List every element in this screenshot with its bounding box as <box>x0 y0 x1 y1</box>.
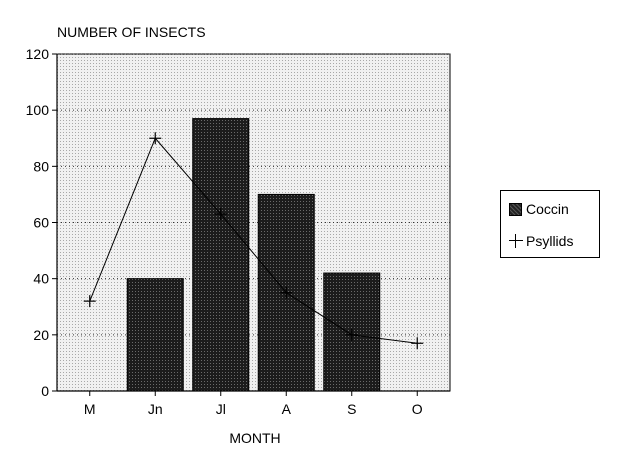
x-tick-label-Jl: Jl <box>216 401 226 417</box>
y-tick-label-100: 100 <box>26 102 50 118</box>
legend-item-psyllids: Psyllids <box>509 231 573 251</box>
bar-coccin-Jn <box>126 278 184 392</box>
x-tick-label-M: M <box>84 401 96 417</box>
axes: 0 20 40 60 80 100 120 M Jn Jl A S O <box>26 46 450 417</box>
y-tick-label-80: 80 <box>33 158 49 174</box>
psyllids-point-Jl <box>214 208 227 221</box>
line-psyllids <box>83 132 424 350</box>
y-tick-label-40: 40 <box>33 271 49 287</box>
legend: Coccin Psyllids <box>500 190 600 258</box>
y-tick-label-0: 0 <box>41 383 49 399</box>
legend-label-coccin: Coccin <box>526 201 569 217</box>
x-tick-label-O: O <box>412 401 423 417</box>
x-tick-label-S: S <box>347 401 356 417</box>
x-tick-label-A: A <box>282 401 292 417</box>
psyllids-point-M <box>83 295 96 308</box>
plus-marker-icon <box>509 234 523 248</box>
psyllids-point-A <box>280 286 293 299</box>
chart-title: NUMBER OF INSECTS <box>57 24 206 40</box>
coccin-swatch-icon <box>509 202 522 216</box>
y-tick-label-60: 60 <box>33 215 49 231</box>
y-tick-label-120: 120 <box>26 46 50 62</box>
psyllids-line <box>89 137 418 344</box>
psyllids-point-S <box>345 328 358 341</box>
psyllids-point-Jn <box>149 132 162 145</box>
psyllids-point-O <box>411 337 424 350</box>
legend-item-coccin: Coccin <box>509 199 569 219</box>
gridlines <box>57 53 450 336</box>
y-tick-label-20: 20 <box>33 327 49 343</box>
bar-coccin-Jl <box>192 118 250 392</box>
x-axis-label: MONTH <box>229 430 280 446</box>
legend-label-psyllids: Psyllids <box>526 233 574 249</box>
x-tick-label-Jn: Jn <box>148 401 163 417</box>
